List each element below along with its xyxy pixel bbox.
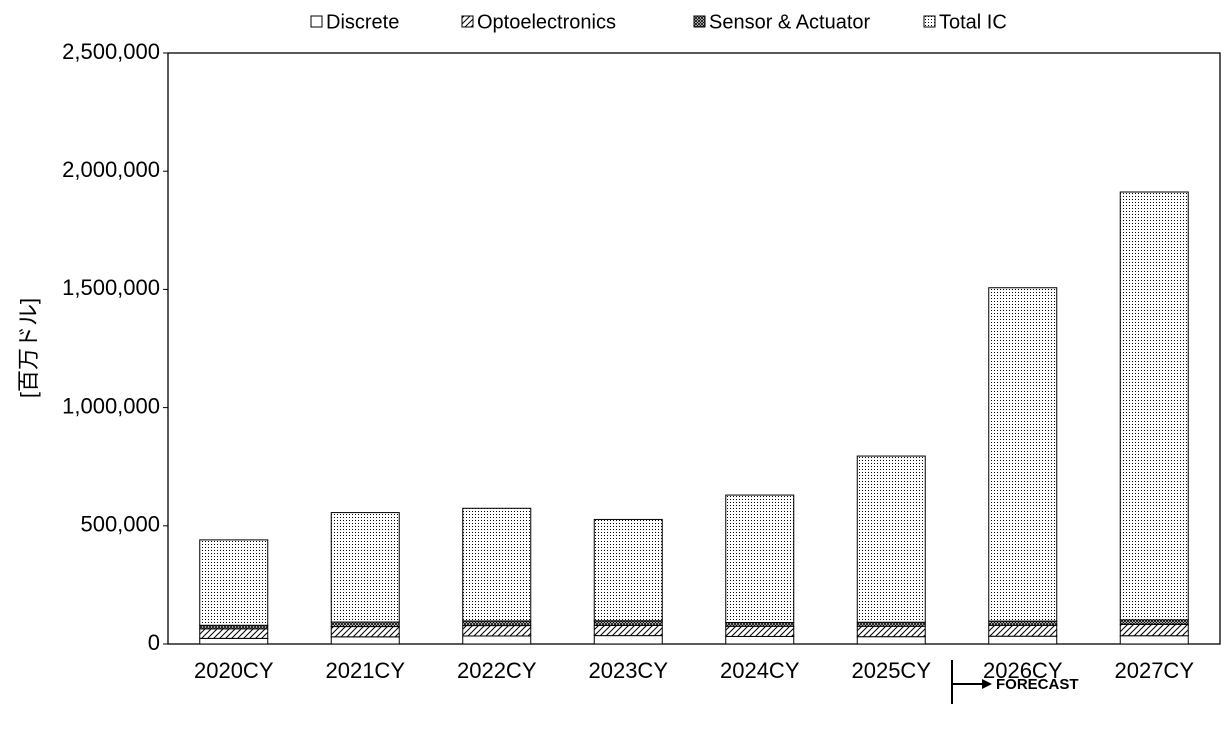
y-tick-label: 500,000 [80,512,160,537]
bar-segment [462,625,532,637]
bar-segment [593,518,663,622]
x-tick-label: 2024CY [720,658,800,683]
x-tick-label: 2026CY [983,658,1063,683]
legend-label: Discrete [326,11,399,33]
bar-segment [1119,619,1189,625]
bar-segment [462,620,532,627]
bar-segment [1119,635,1189,645]
forecast-arrowhead [982,679,992,689]
bar-segment [593,620,663,626]
bar-segment [199,539,269,626]
x-tick-label: 2021CY [325,658,405,683]
bar-segment [462,507,532,622]
legend-swatch [461,15,474,28]
y-tick-label: 1,000,000 [62,393,160,418]
legend-swatch [693,15,706,28]
bar-segment [856,636,926,645]
legend-swatch [310,15,323,28]
bar-segment [725,635,795,645]
legend-swatch [923,15,936,28]
bar-segment [330,626,400,638]
x-tick-label: 2027CY [1114,658,1194,683]
y-tick-label: 0 [148,630,160,655]
bar-segment [330,621,400,628]
legend-label: Optoelectronics [477,11,616,33]
y-tick-label: 2,000,000 [62,157,160,182]
bar-segment [199,624,269,630]
bar-segment [593,624,663,637]
bar-segment [725,621,795,627]
legend-label: Sensor & Actuator [709,11,871,33]
bar-segment [462,635,532,645]
bar-segment [593,635,663,645]
y-axis-label: [百万ドル] [16,298,41,398]
bar-segment [1119,623,1189,637]
bar-segment [988,620,1058,626]
bar-segment [856,621,926,627]
x-tick-label: 2023CY [588,658,668,683]
bar-segment [330,636,400,645]
bar-segment [988,635,1058,645]
y-tick-label: 1,500,000 [62,275,160,300]
bar-segment [199,637,269,645]
x-tick-label: 2020CY [194,658,274,683]
x-tick-label: 2022CY [457,658,537,683]
x-tick-label: 2025CY [851,658,931,683]
y-tick-label: 2,500,000 [62,39,160,64]
bar-segment [725,625,795,637]
legend-label: Total IC [939,11,1007,33]
bar-segment [330,512,400,623]
bar-segment [856,455,926,623]
bar-segment [199,628,269,639]
bar-segment [856,625,926,638]
bar-segment [1119,191,1189,621]
bar-segment [988,624,1058,637]
plot-frame [167,52,1221,645]
bar-segment [725,494,795,623]
bar-segment [988,287,1058,622]
forecast-label: FORECAST [996,676,1079,693]
